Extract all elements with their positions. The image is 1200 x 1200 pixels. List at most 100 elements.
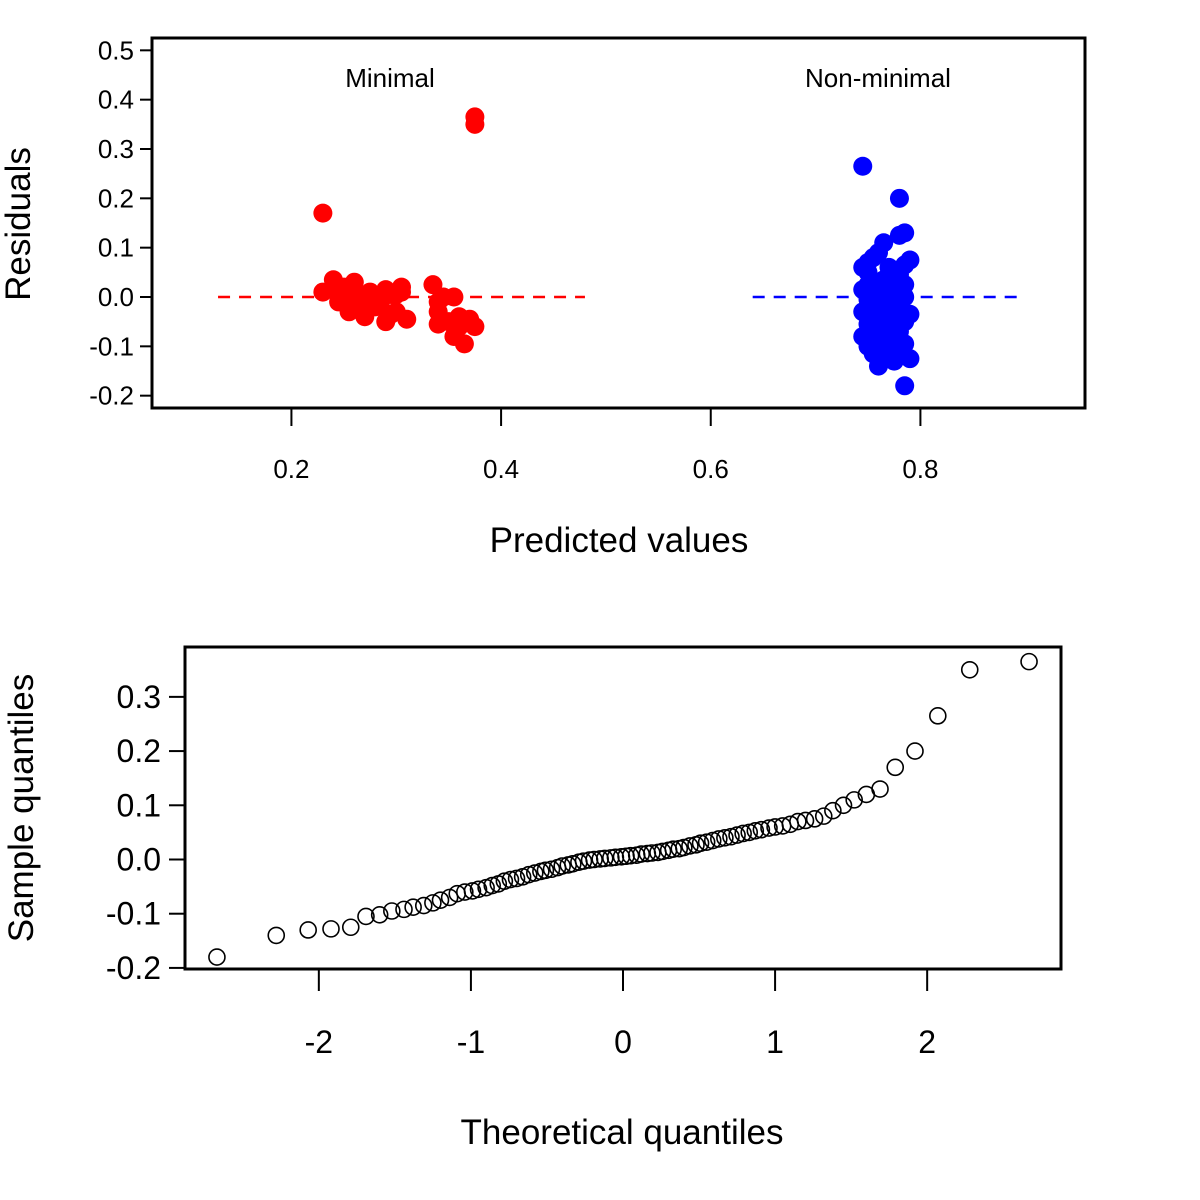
quantile-point bbox=[525, 864, 544, 882]
x-tick-label: 0.6 bbox=[693, 454, 729, 484]
x-axis-label: Predicted values bbox=[490, 521, 749, 560]
quantile-point bbox=[789, 812, 807, 831]
quantile-point bbox=[431, 891, 450, 909]
x-tick-label: 0 bbox=[614, 1024, 632, 1060]
point-non-minimal bbox=[853, 156, 873, 176]
point-minimal bbox=[344, 294, 364, 314]
point-non-minimal bbox=[884, 351, 904, 371]
quantile-point bbox=[871, 780, 889, 798]
quantile-point bbox=[463, 882, 482, 900]
quantile-point bbox=[536, 861, 555, 880]
point-non-minimal bbox=[858, 275, 878, 295]
y-tick-label: 0.1 bbox=[98, 233, 134, 263]
quantile-point bbox=[710, 830, 728, 848]
plot-frame bbox=[150, 36, 1087, 410]
quantile-point bbox=[728, 826, 746, 844]
point-minimal bbox=[449, 307, 469, 327]
quantile-point bbox=[697, 833, 716, 851]
quantile-point bbox=[595, 849, 614, 868]
residuals-plot: -0.2-0.10.00.10.20.30.40.5 0.2 0.4 0.6 0.8 … bbox=[0, 35, 1087, 560]
y-tick-label: 0.3 bbox=[98, 134, 134, 164]
point-non-minimal bbox=[874, 270, 894, 290]
quantile-point bbox=[760, 819, 778, 837]
quantile-point bbox=[483, 876, 502, 895]
quantile-point bbox=[553, 857, 571, 875]
quantile-point bbox=[621, 846, 640, 865]
quantile-point bbox=[740, 823, 759, 842]
x-axis: -2 -1 0 1 2 bbox=[305, 968, 936, 1060]
quantile-point bbox=[834, 796, 853, 815]
y-tick-label: 0.2 bbox=[117, 733, 161, 769]
x-axis-label: Theoretical quantiles bbox=[461, 1113, 784, 1152]
quantile-point bbox=[267, 926, 286, 945]
point-minimal bbox=[313, 203, 333, 223]
quantile-point bbox=[632, 845, 651, 863]
quantile-point bbox=[716, 829, 734, 847]
point-non-minimal bbox=[895, 255, 915, 275]
quantile-point bbox=[814, 807, 833, 825]
quantile-point bbox=[960, 660, 979, 679]
point-non-minimal bbox=[889, 225, 909, 245]
quantile-point bbox=[1020, 652, 1038, 671]
point-minimal bbox=[386, 285, 406, 305]
point-non-minimal bbox=[863, 248, 883, 268]
point-non-minimal bbox=[884, 302, 904, 322]
residual-points bbox=[218, 107, 1021, 396]
annotation-minimal: Minimal bbox=[345, 63, 435, 93]
qq-plot: -0.2 -0.1 0.0 0.1 0.2 0.3 -2 -1 0 1 2 Theoretical… bbox=[2, 645, 1063, 1152]
quantile-point bbox=[370, 905, 389, 924]
quantile-point bbox=[675, 838, 693, 857]
quantile-point bbox=[519, 865, 538, 884]
x-tick-label: 1 bbox=[766, 1024, 784, 1060]
quantile-point bbox=[752, 820, 771, 839]
quantile-point bbox=[501, 870, 520, 889]
quantile-point bbox=[805, 810, 824, 828]
point-non-minimal bbox=[868, 356, 888, 376]
quantile-point bbox=[424, 894, 442, 912]
y-axis-label: Residuals bbox=[0, 147, 38, 301]
quantile-point bbox=[746, 821, 765, 840]
x-tick-label: 0.8 bbox=[902, 454, 938, 484]
quantile-point bbox=[208, 948, 226, 966]
point-minimal bbox=[428, 314, 448, 334]
point-minimal bbox=[397, 309, 417, 329]
plot-frame bbox=[183, 645, 1063, 971]
quantile-point bbox=[414, 896, 433, 915]
quantile-point bbox=[507, 869, 526, 888]
point-minimal bbox=[313, 282, 333, 302]
x-axis: 0.2 0.4 0.6 0.8 bbox=[273, 407, 938, 484]
quantile-point bbox=[691, 834, 710, 853]
annotation-non-minimal: Non-minimal bbox=[805, 63, 951, 93]
quantile-point bbox=[845, 791, 863, 809]
y-tick-label: -0.2 bbox=[89, 381, 134, 411]
y-axis-label: Sample quantiles bbox=[2, 674, 41, 943]
x-tick-label: -1 bbox=[457, 1024, 485, 1060]
quantile-point bbox=[585, 850, 603, 869]
quantile-point bbox=[643, 844, 661, 862]
y-tick-label: 0.1 bbox=[117, 787, 161, 823]
quantile-point bbox=[395, 900, 413, 919]
point-minimal bbox=[444, 287, 464, 307]
quantile-points bbox=[208, 652, 1038, 966]
quantile-point bbox=[824, 801, 842, 820]
quantile-point bbox=[542, 860, 561, 879]
quantile-point bbox=[796, 811, 815, 830]
quantile-point bbox=[906, 742, 924, 760]
point-minimal bbox=[428, 292, 448, 312]
point-minimal bbox=[454, 334, 474, 354]
point-minimal bbox=[381, 304, 401, 324]
y-tick-label: 0.0 bbox=[98, 282, 134, 312]
point-minimal bbox=[360, 289, 380, 309]
quantile-point bbox=[653, 842, 672, 861]
quantile-point bbox=[299, 921, 317, 939]
point-non-minimal bbox=[889, 188, 909, 208]
x-tick-label: 0.4 bbox=[483, 454, 519, 484]
y-tick-label: 0.0 bbox=[117, 841, 161, 877]
point-non-minimal bbox=[895, 376, 915, 396]
quantile-point bbox=[703, 831, 722, 850]
y-tick-label: 0.2 bbox=[98, 183, 134, 213]
quantile-point bbox=[404, 898, 422, 917]
quantile-point bbox=[734, 824, 752, 843]
quantile-point bbox=[886, 758, 905, 777]
